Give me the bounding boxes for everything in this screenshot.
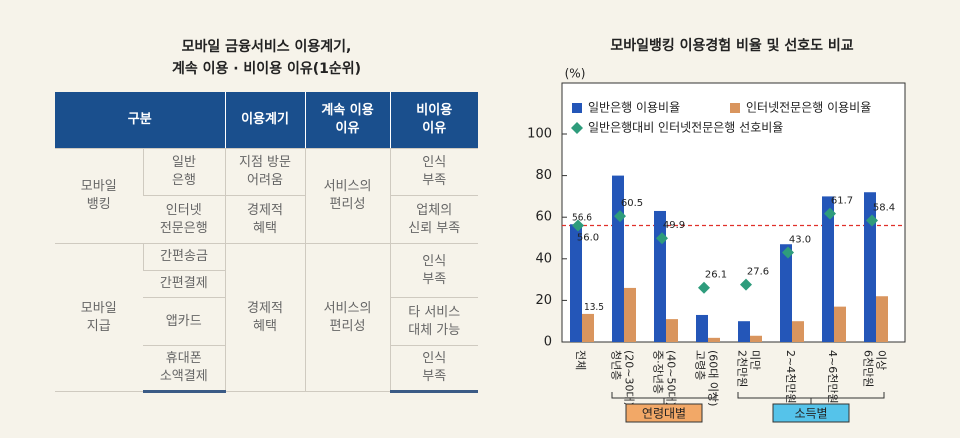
x-tick-line: 2천만원: [736, 350, 750, 387]
header-cell: 구분: [55, 92, 225, 149]
x-tick-line: 고령층: [694, 350, 707, 380]
bar: [876, 296, 888, 342]
data-label: 49.9: [663, 220, 685, 231]
x-tick-line: 2~4천만원: [784, 350, 798, 404]
title-line: 모바일 금융서비스 이용계기,: [181, 39, 352, 55]
diamond-marker: [740, 278, 752, 291]
group-bracket: [737, 392, 885, 399]
bar: [864, 192, 876, 342]
title-line: 계속 이용 · 비이용 이유(1순위): [171, 61, 362, 77]
y-axis-label: (%): [565, 67, 586, 81]
cell: 인식 부족: [389, 345, 478, 393]
x-tick-line: (20~30대): [623, 350, 636, 406]
x-tick-line: 미만: [749, 350, 762, 370]
data-label: 13.5: [584, 302, 604, 313]
data-label: 26.1: [705, 270, 727, 281]
cell: 모바일 지급: [55, 243, 143, 392]
group-box: [772, 403, 850, 423]
bar: [834, 306, 846, 342]
diamond-marker: [572, 219, 584, 232]
bar: [738, 321, 750, 342]
group-box: [625, 403, 703, 423]
x-tick-line: 6천만원: [862, 350, 876, 387]
x-tick-label: 청년층(20~30대): [610, 350, 636, 406]
diamond-marker: [614, 210, 626, 223]
header-cell: 계속 이용 이유: [304, 92, 390, 149]
bar: [582, 313, 594, 342]
cell: 간편송금: [142, 243, 225, 271]
bar: [696, 314, 708, 342]
cell: 서비스의 편리성: [304, 148, 390, 244]
diamond-marker: [866, 214, 878, 227]
x-tick-line: 4~6천만원: [826, 350, 840, 404]
data-label: 58.4: [873, 203, 895, 214]
cell: 지점 방문 어려움: [224, 148, 305, 196]
x-tick-label: 2천만원미만: [736, 350, 762, 387]
legend-label: 일반은행 이용비율: [588, 100, 680, 115]
data-label: 43.0: [789, 235, 811, 246]
x-tick-label: 2~4천만원: [784, 350, 798, 404]
y-tick-label: 80: [535, 168, 552, 183]
bar: [750, 335, 762, 342]
cell: 모바일 뱅킹: [55, 148, 143, 244]
diamond-marker: [782, 246, 794, 259]
header-cell: 이용계기: [224, 92, 305, 149]
x-tick-line: 전체: [574, 350, 587, 370]
data-label: 56.6: [572, 212, 592, 223]
bar: [708, 337, 720, 342]
legend-marker: [730, 103, 740, 113]
x-tick-line: (40~50대): [665, 350, 678, 406]
y-tick-label: 100: [527, 127, 552, 142]
x-tick-label: 전체: [574, 350, 587, 370]
legend-marker: [572, 103, 582, 113]
legend-label: 인터넷전문은행 이용비율: [746, 100, 871, 115]
cell: 휴대폰 소액결제: [143, 345, 225, 393]
cell: 간편결제: [143, 270, 225, 298]
x-tick-label: 6천만원이상: [862, 350, 888, 387]
bar: [654, 210, 666, 342]
y-tick-label: 40: [535, 251, 552, 266]
y-tick-label: 0: [544, 335, 552, 350]
diamond-marker: [824, 207, 836, 220]
bar: [822, 196, 834, 342]
diamond-marker: [656, 232, 668, 245]
legend-label: 일반은행대비 인터넷전문은행 선호비율: [588, 120, 783, 135]
bar: [780, 244, 792, 342]
legend-marker: [571, 122, 583, 134]
data-label: 60.5: [621, 198, 643, 209]
table-title: 모바일 금융서비스 이용계기, 계속 이용 · 비이용 이유(1순위): [55, 36, 478, 80]
cell: 인식 부족: [389, 148, 478, 196]
x-tick-label: 중·장년층(40~50대): [652, 350, 678, 406]
x-tick-line: 청년층: [610, 350, 623, 380]
y-tick-label: 20: [535, 293, 552, 308]
cell: 경제적 혜택: [224, 243, 305, 392]
data-label: 27.6: [747, 267, 769, 278]
y-tick-label: 60: [535, 210, 552, 225]
bar: [666, 319, 678, 342]
cell: 서비스의 편리성: [304, 243, 390, 392]
cell: 경제적 혜택: [224, 195, 305, 244]
table: 구분 이용계기 계속 이용 이유 비이용 이유 모바일 뱅킹 일반 은행 지점 방문 어려…: [55, 92, 478, 393]
cell: 앱카드: [143, 297, 225, 346]
bar: [792, 321, 804, 342]
header-cell: 비이용 이유: [389, 92, 478, 149]
cell: 업체의 신뢰 부족: [389, 195, 478, 244]
group-label: 연령대별: [642, 407, 686, 421]
chart-title: 모바일뱅킹 이용경험 비율 및 선호도 비교: [610, 37, 853, 54]
cell: 타 서비스 대체 가능: [389, 297, 478, 346]
x-tick-line: 중·장년층: [652, 350, 665, 394]
cell: 인터넷 전문은행: [143, 195, 225, 244]
x-tick-label: 4~6천만원: [826, 350, 840, 404]
x-tick-line: 이상: [875, 350, 888, 370]
group-label: 소득별: [794, 407, 827, 421]
data-label: 61.7: [831, 196, 853, 207]
data-label: 56.0: [577, 233, 599, 244]
diamond-marker: [698, 281, 710, 294]
cell: 인식 부족: [389, 243, 478, 298]
bar: [624, 287, 636, 342]
cell: 일반 은행: [142, 148, 225, 196]
bar: [570, 224, 582, 342]
